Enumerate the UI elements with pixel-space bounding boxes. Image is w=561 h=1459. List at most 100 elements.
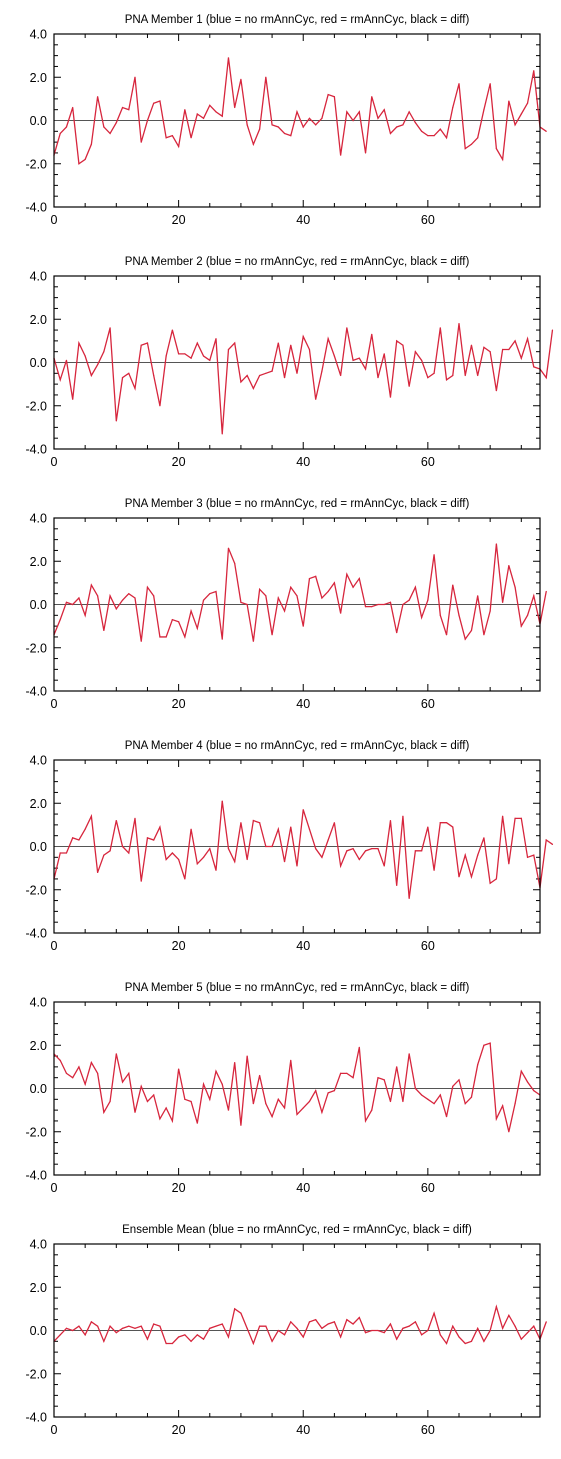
x-tick-label: 20: [172, 939, 186, 953]
data-point: [283, 132, 286, 135]
data-point: [321, 597, 323, 599]
data-point: [439, 1334, 441, 1336]
data-point: [421, 359, 423, 361]
data-point: [383, 109, 385, 111]
data-point: [59, 619, 61, 621]
data-point: [545, 1321, 547, 1323]
data-point: [215, 338, 217, 340]
data-point: [464, 638, 466, 640]
data-point: [321, 1327, 323, 1329]
data-point: [452, 1085, 454, 1087]
data-point: [97, 1072, 99, 1074]
data-point: [171, 329, 173, 331]
data-point: [402, 1327, 404, 1329]
data-point: [290, 826, 292, 828]
data-point: [153, 102, 155, 104]
data-point: [315, 575, 317, 577]
data-point: [146, 586, 149, 588]
data-point: [215, 111, 217, 113]
data-point: [59, 1334, 61, 1336]
data-point: [115, 608, 117, 610]
data-point: [421, 1334, 423, 1336]
x-tick-label: 0: [51, 939, 58, 953]
data-point: [333, 1090, 335, 1092]
data-point: [271, 845, 273, 848]
data-point: [171, 135, 173, 137]
data-point: [140, 640, 142, 642]
data-point: [290, 586, 292, 588]
data-point: [408, 1325, 410, 1327]
data-point: [103, 126, 105, 128]
data-point: [533, 366, 535, 368]
data-point: [115, 1053, 117, 1055]
data-point: [296, 111, 298, 113]
data-point: [321, 856, 323, 858]
data-point: [184, 353, 186, 355]
data-point: [308, 828, 311, 830]
data-point: [458, 876, 460, 878]
data-point: [103, 1340, 105, 1342]
data-point: [271, 1116, 273, 1118]
data-point: [140, 344, 142, 346]
data-point: [452, 106, 454, 109]
data-point: [308, 117, 311, 119]
data-point: [371, 1109, 373, 1111]
data-point: [97, 96, 99, 98]
y-tick-label: -2.0: [25, 641, 47, 655]
data-point: [277, 342, 279, 344]
series-line: [53, 801, 553, 899]
data-point: [190, 1100, 192, 1103]
data-point: [508, 348, 510, 351]
data-point: [545, 130, 547, 132]
data-point: [121, 106, 124, 109]
data-point: [271, 1340, 273, 1342]
data-point: [340, 612, 342, 614]
y-tick-label: 4.0: [30, 512, 47, 526]
data-point: [427, 377, 429, 379]
data-point: [159, 405, 161, 407]
data-point: [234, 342, 236, 344]
data-point: [402, 1100, 404, 1103]
data-point: [302, 1107, 304, 1109]
data-point: [346, 111, 348, 113]
data-point: [396, 884, 398, 887]
data-point: [352, 586, 354, 588]
data-point: [159, 1118, 161, 1120]
data-point: [227, 348, 230, 351]
y-tick-label: 4.0: [30, 270, 47, 284]
data-point: [551, 329, 554, 331]
data-point: [346, 1072, 348, 1074]
data-point: [520, 625, 522, 627]
data-point: [178, 858, 180, 861]
data-point: [84, 355, 86, 357]
data-point: [520, 113, 522, 115]
data-point: [184, 109, 186, 111]
data-point: [153, 1094, 155, 1096]
data-point: [277, 597, 279, 599]
data-point: [433, 1103, 435, 1105]
data-point: [346, 327, 348, 329]
data-point: [140, 141, 142, 143]
data-point: [277, 1329, 279, 1332]
data-point: [352, 119, 354, 122]
data-point: [59, 132, 61, 135]
y-tick-label: -2.0: [25, 1367, 47, 1381]
data-point: [483, 634, 485, 636]
data-point: [65, 126, 68, 128]
data-point: [97, 871, 99, 874]
x-tick-label: 60: [421, 455, 435, 469]
data-point: [78, 163, 80, 165]
data-point: [489, 610, 491, 612]
data-point: [396, 340, 398, 342]
data-point: [408, 897, 410, 900]
data-point: [495, 878, 497, 880]
y-tick-label: 2.0: [30, 797, 47, 811]
data-point: [526, 614, 529, 616]
data-point: [234, 1061, 236, 1064]
data-point: [545, 377, 547, 379]
data-point: [427, 826, 429, 828]
data-point: [252, 1342, 254, 1345]
data-point: [252, 387, 254, 390]
y-tick-label: 2.0: [30, 313, 47, 327]
data-point: [508, 863, 510, 865]
